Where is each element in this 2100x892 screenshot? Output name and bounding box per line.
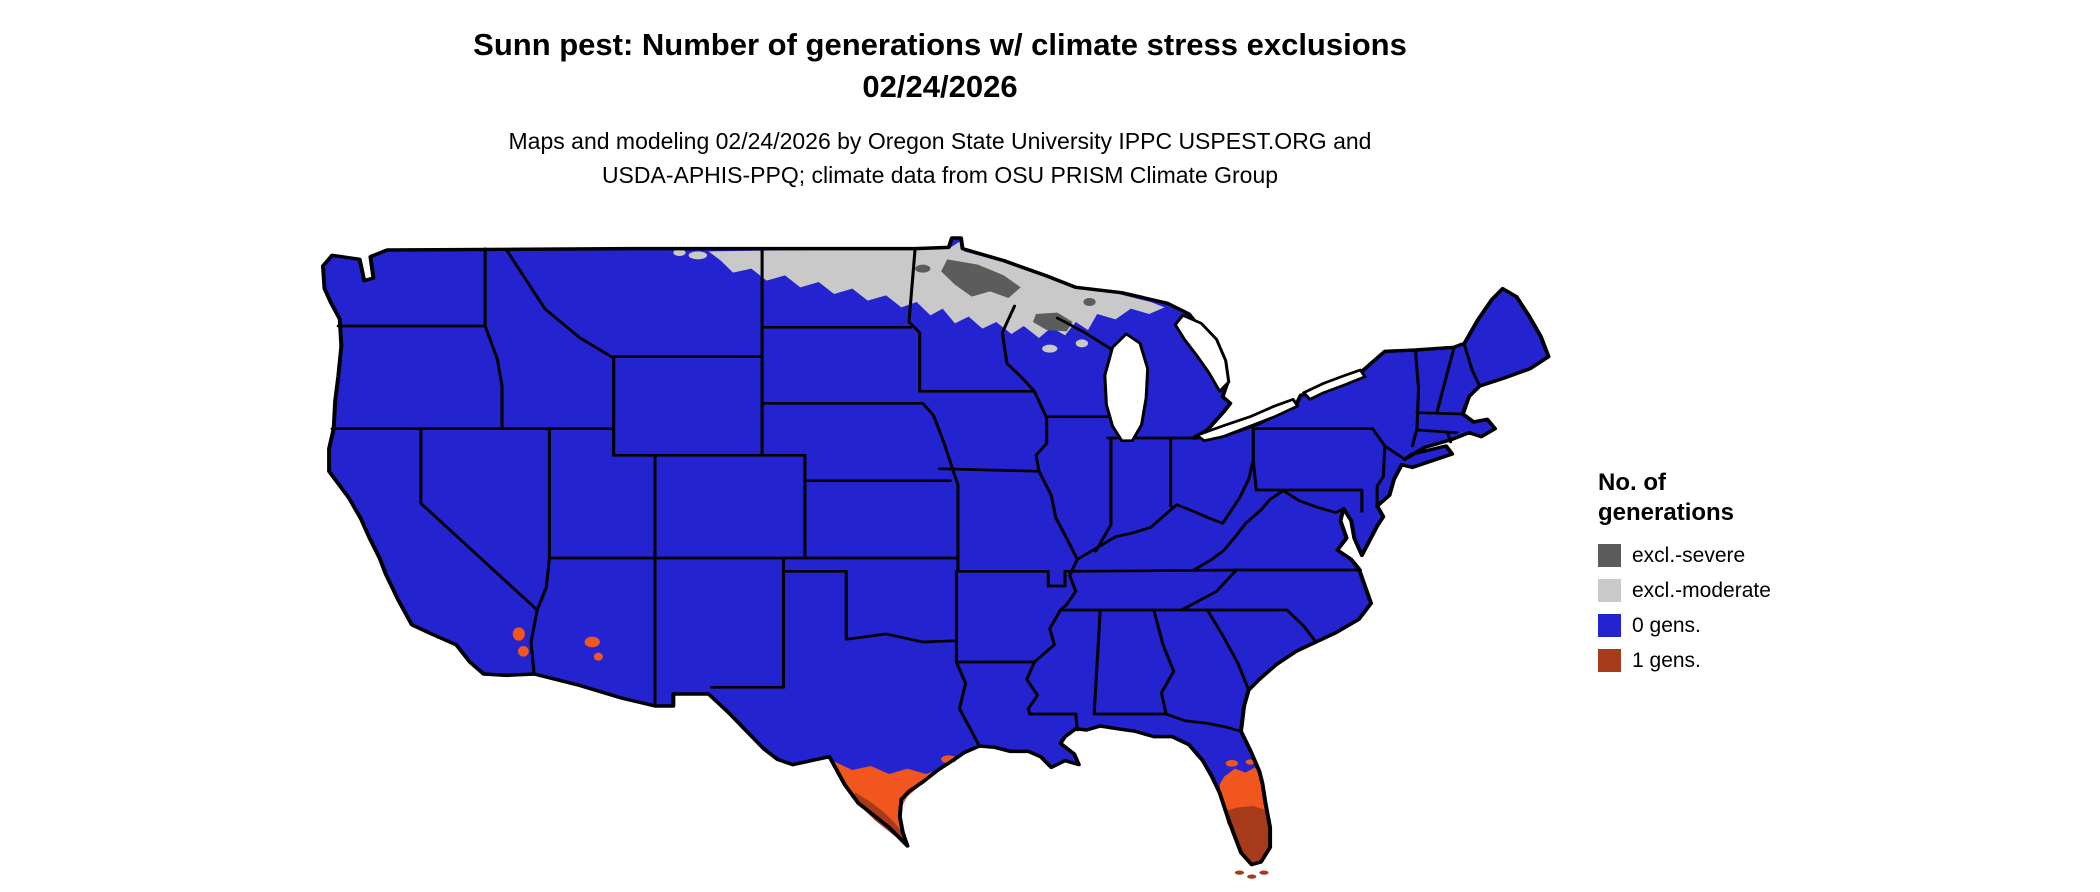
legend-swatch-excl-moderate (1598, 579, 1621, 602)
great-lakes (1103, 314, 1367, 442)
legend-title: No. of generations (1598, 468, 1771, 528)
us-map (300, 222, 1570, 882)
figure-header: Sunn pest: Number of generations w/ clim… (0, 24, 1880, 192)
legend-item-excl-moderate: excl.-moderate (1598, 579, 1771, 602)
map-title-date: 02/24/2026 (862, 69, 1018, 104)
map-subtitle-line1: Maps and modeling 02/24/2026 by Oregon S… (508, 128, 1372, 154)
legend-title-line2: generations (1598, 499, 1735, 526)
map-subtitle: Maps and modeling 02/24/2026 by Oregon S… (0, 124, 1880, 192)
legend-item-excl-severe: excl.-severe (1598, 544, 1771, 567)
legend-swatch-1-gens (1598, 649, 1621, 672)
legend-title-line1: No. of (1598, 469, 1666, 496)
exclusion-severe-region (915, 259, 1096, 332)
legend-label-0-gens: 0 gens. (1632, 613, 1701, 637)
legend-items: excl.-severe excl.-moderate 0 gens. 1 ge… (1598, 544, 1771, 672)
legend-swatch-0-gens (1598, 614, 1621, 637)
lake-ontario (1302, 368, 1367, 401)
legend-label-excl-moderate: excl.-moderate (1632, 578, 1771, 602)
legend-item-1-gens: 1 gens. (1598, 649, 1771, 672)
map-subtitle-line2: USDA-APHIS-PPQ; climate data from OSU PR… (601, 162, 1279, 188)
state-borders (330, 247, 1482, 748)
one-generation-region (850, 792, 1271, 879)
map-title-line1: Sunn pest: Number of generations w/ clim… (473, 27, 1407, 62)
lake-erie (1195, 398, 1300, 442)
us-map-svg (320, 236, 1551, 879)
lake-huron (1173, 314, 1231, 393)
lake-michigan (1103, 332, 1150, 442)
legend: No. of generations excl.-severe excl.-mo… (1598, 468, 1771, 684)
legend-item-0-gens: 0 gens. (1598, 614, 1771, 637)
legend-swatch-excl-severe (1598, 544, 1621, 567)
legend-label-1-gens: 1 gens. (1632, 648, 1701, 672)
legend-label-excl-severe: excl.-severe (1632, 543, 1746, 567)
